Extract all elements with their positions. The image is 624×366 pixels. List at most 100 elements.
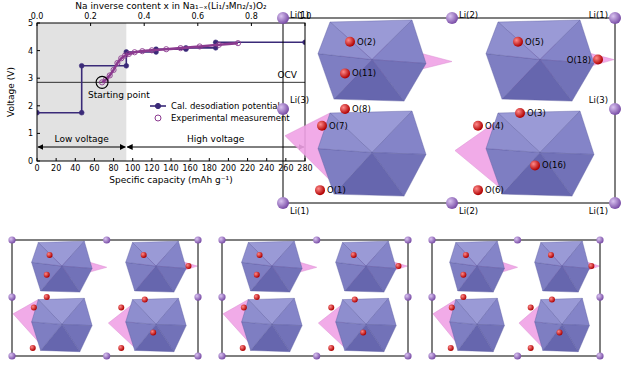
data-point: [115, 60, 120, 65]
li-atom: [8, 293, 15, 300]
structure-panel: [8, 236, 201, 359]
octahedron-face: [126, 322, 156, 351]
x-tick-label: 180: [202, 164, 217, 173]
octahedron-face: [450, 322, 477, 351]
octahedron-face: [62, 241, 92, 268]
o-atom: [351, 252, 357, 258]
octahedron-face: [32, 322, 62, 351]
o-atom: [528, 345, 534, 351]
o-atom: [449, 305, 455, 311]
li-atom: [609, 103, 621, 115]
octahedron-face: [62, 298, 92, 325]
octahedron-face: [486, 54, 540, 100]
o-atom: [528, 305, 534, 311]
x-tick-label: 100: [125, 164, 140, 173]
region-arrow: [38, 147, 125, 148]
li-atom: [313, 236, 320, 243]
region-label: Low voltage: [55, 134, 110, 144]
li-atom: [103, 352, 110, 359]
li-atom: [194, 293, 201, 300]
data-point: [197, 44, 202, 49]
y-tick-label: 4: [28, 47, 33, 56]
atom-label: O(8): [352, 104, 371, 114]
atom-label: O(7): [329, 121, 348, 131]
o-atom: [328, 345, 334, 351]
li-atom: [428, 293, 435, 300]
x-tick: [75, 158, 76, 161]
data-point: [79, 63, 84, 68]
x2-tick-label: 0.0: [31, 12, 44, 21]
x-tick: [209, 158, 210, 161]
figure: Starting pointOCVLow voltageHigh voltage…: [0, 0, 624, 366]
octahedron-face: [540, 111, 594, 155]
li-atom: [218, 352, 225, 359]
o-atom: [44, 294, 50, 300]
o-atom: [317, 121, 327, 131]
li-atom: [428, 236, 435, 243]
octahedron-face: [126, 300, 156, 325]
octahedron-face: [32, 300, 62, 325]
x-tick-label: 140: [163, 164, 178, 173]
octahedron-face: [336, 300, 366, 325]
octahedron-face: [242, 322, 272, 351]
x-tick-label: 260: [278, 164, 293, 173]
atom-label: O(2): [357, 37, 376, 47]
o-atom: [31, 305, 37, 311]
y-tick-label: 1: [28, 129, 33, 138]
x2-tick: [144, 23, 145, 26]
o-atom: [257, 252, 263, 258]
structure-main: Li(1)Li(2)Li(1)Li(3)Li(3)Li(1)Li(2)Li(1)…: [277, 10, 621, 216]
data-point: [124, 63, 129, 68]
y-tick: [37, 78, 40, 79]
o-atom: [328, 305, 334, 311]
x2-tick: [37, 23, 38, 26]
data-point: [140, 49, 145, 54]
o-atom: [460, 272, 466, 278]
octahedron-face: [126, 243, 156, 267]
li-atom: [596, 352, 603, 359]
octahedron-face: [32, 243, 62, 267]
li-atom: [596, 293, 603, 300]
octahedron-face: [366, 241, 396, 268]
data-point: [164, 47, 169, 52]
atom-label: Li(2): [459, 206, 478, 216]
x-tick: [56, 158, 57, 161]
x-tick: [190, 158, 191, 161]
structure-panel: [218, 236, 411, 359]
x2-tick-label: 0.6: [191, 12, 204, 21]
li-atom: [218, 236, 225, 243]
structure-panel: [428, 236, 603, 359]
data-point: [149, 48, 154, 53]
o-atom: [460, 294, 466, 300]
li-atom: [446, 197, 458, 209]
atom-label: O(16): [542, 160, 566, 170]
x-tick-label: 60: [89, 164, 99, 173]
octahedron-face: [156, 298, 186, 325]
x2-tick-label: 0.2: [84, 12, 97, 21]
octahedron-face: [535, 322, 562, 351]
octahedron-face: [450, 300, 477, 325]
li-atom: [194, 352, 201, 359]
x-tick-label: 200: [221, 164, 236, 173]
li-atom: [218, 293, 225, 300]
o-atom: [118, 305, 124, 311]
data-point: [79, 110, 84, 115]
atom-label: O(3): [527, 108, 546, 118]
li-atom: [277, 197, 289, 209]
legend-label: Cal. desodiation potential: [171, 101, 280, 111]
o-atom: [463, 252, 469, 258]
x-tick: [305, 158, 306, 161]
legend-marker: [155, 103, 160, 108]
o-atom: [118, 345, 124, 351]
starting-point-marker: [96, 76, 108, 88]
o-atom: [448, 345, 454, 351]
li-atom: [428, 352, 435, 359]
data-point: [107, 73, 112, 78]
octahedron-face: [450, 262, 477, 291]
o-atom: [254, 294, 260, 300]
li-atom: [103, 236, 110, 243]
octahedron-face: [126, 262, 156, 291]
legend: Cal. desodiation potentialExperimental m…: [150, 101, 290, 123]
y-tick: [37, 161, 40, 162]
y-tick: [37, 50, 40, 51]
